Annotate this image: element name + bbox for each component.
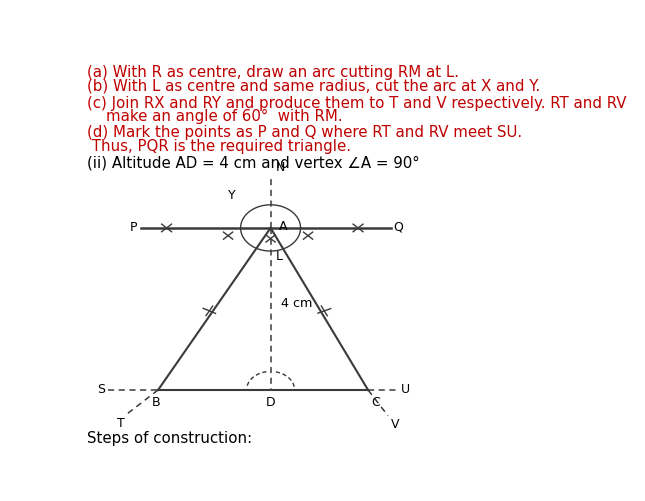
Text: N: N [275,161,285,174]
Text: B: B [152,396,161,409]
Text: (c) Join RX and RY and produce them to T and V respectively. RT and RV: (c) Join RX and RY and produce them to T… [86,96,626,111]
Text: (b) With L as centre and same radius, cut the arc at X and Y.: (b) With L as centre and same radius, cu… [86,79,540,94]
Text: V: V [391,418,399,431]
Text: D: D [266,396,275,409]
Text: (d) Mark the points as P and Q where RT and RV meet SU.: (d) Mark the points as P and Q where RT … [86,125,522,140]
Text: Y: Y [228,189,235,202]
Text: 4 cm: 4 cm [281,297,312,310]
Text: (a) With R as centre, draw an arc cutting RM at L.: (a) With R as centre, draw an arc cuttin… [86,65,459,80]
Text: Thus, PQR is the required triangle.: Thus, PQR is the required triangle. [86,139,351,154]
Text: (ii) Altitude AD = 4 cm and vertex ∠A = 90°: (ii) Altitude AD = 4 cm and vertex ∠A = … [86,155,419,170]
Text: T: T [117,416,124,429]
Text: Steps of construction:: Steps of construction: [86,431,252,446]
Text: Q: Q [393,220,403,233]
Text: U: U [401,383,410,396]
Text: A: A [279,220,287,233]
Text: L: L [275,250,283,263]
Text: S: S [97,383,105,396]
Text: P: P [130,220,137,233]
Text: C: C [371,396,380,409]
Text: make an angle of 60°  with RM.: make an angle of 60° with RM. [86,109,342,124]
